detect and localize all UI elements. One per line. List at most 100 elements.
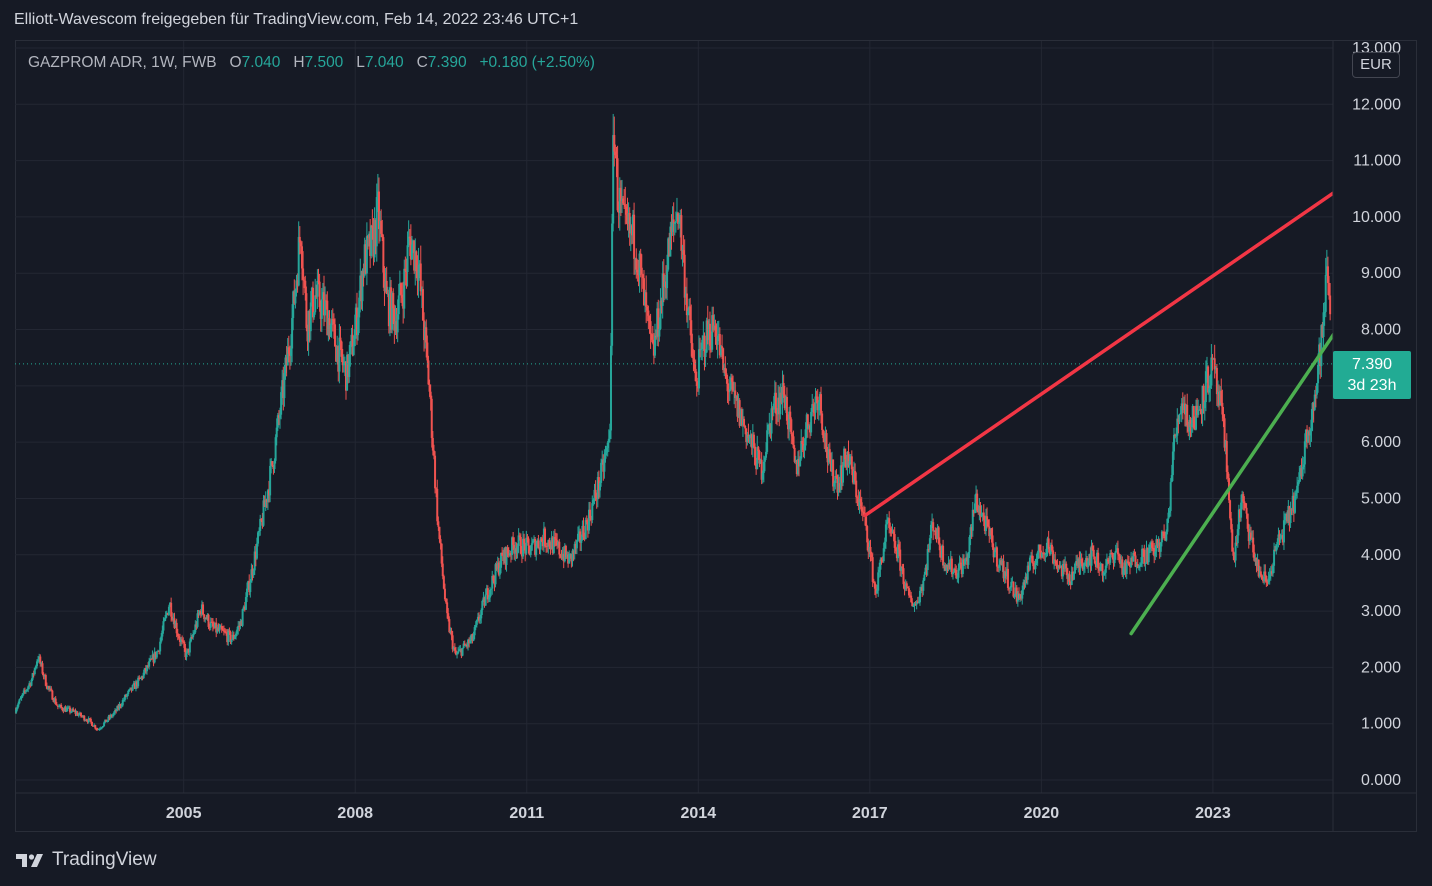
candle-body	[882, 548, 885, 562]
tradingview-brand: TradingView	[52, 849, 157, 870]
candle-body	[106, 720, 109, 723]
candle-body	[877, 572, 880, 591]
candle-body	[765, 451, 768, 458]
candle-body	[505, 547, 508, 565]
candle-body	[706, 320, 709, 341]
candle-body	[203, 614, 206, 620]
candle-body	[535, 546, 538, 555]
candle-body	[79, 712, 82, 717]
candle-body	[286, 347, 289, 366]
candle-body	[271, 461, 274, 466]
candle-body	[1194, 405, 1197, 430]
candle-body	[1101, 563, 1104, 576]
candle-body	[260, 518, 263, 521]
candle-body	[131, 684, 134, 691]
candle-body	[773, 392, 776, 404]
candle-body	[500, 552, 503, 568]
candle-body	[181, 639, 184, 641]
candle-body	[457, 651, 460, 654]
candle-body	[116, 706, 119, 712]
candle-body	[612, 135, 615, 224]
candle-body	[243, 606, 246, 610]
candle-body	[1279, 535, 1282, 540]
candle-body	[151, 654, 154, 659]
candle-body	[353, 329, 356, 346]
candle-body	[1096, 552, 1099, 567]
candle-body	[1022, 582, 1025, 591]
candle-body	[110, 715, 113, 717]
candle-body	[1111, 553, 1114, 558]
candle-body	[496, 562, 499, 570]
y-tick-label: 8.000	[1361, 322, 1401, 339]
candle-body	[406, 245, 409, 273]
candle-body	[540, 538, 543, 542]
chart-grid	[15, 41, 1333, 793]
candle-body	[579, 531, 582, 543]
candle-body	[705, 320, 708, 353]
candle-body	[53, 698, 56, 702]
candle-body	[327, 318, 330, 336]
candle-body	[1231, 529, 1234, 552]
candle-body	[659, 300, 662, 329]
candle-body	[485, 588, 488, 595]
candle-body	[1026, 565, 1029, 580]
candle-body	[1130, 557, 1133, 567]
candle-body	[313, 312, 316, 318]
candle-body	[15, 709, 18, 713]
candle-body	[898, 544, 901, 550]
candle-body	[1108, 561, 1111, 563]
candle-body	[823, 438, 826, 443]
candle-body	[315, 295, 318, 297]
candle-body	[325, 300, 328, 302]
candle-body	[126, 694, 129, 697]
candle-body	[913, 604, 916, 606]
chart-pane[interactable]	[15, 40, 1417, 832]
candle-body	[1236, 529, 1239, 544]
candle-body	[573, 543, 576, 554]
candle-body	[737, 400, 740, 417]
candle-body	[861, 511, 864, 513]
candle-body	[1291, 495, 1294, 511]
candle-body	[652, 343, 655, 356]
candle-body	[509, 553, 512, 555]
candle-body	[981, 512, 984, 514]
candle-body	[230, 639, 233, 642]
candle-body	[373, 220, 376, 258]
candle-body	[1158, 542, 1161, 552]
candle-body	[865, 516, 868, 527]
candle-body	[239, 621, 242, 626]
candle-body	[1297, 482, 1300, 486]
y-tick-label: 12.000	[1352, 96, 1401, 113]
candle-body	[1086, 558, 1089, 567]
candle-body	[118, 704, 121, 709]
candle-body	[746, 434, 749, 442]
candle-body	[597, 477, 600, 491]
candle-body	[721, 346, 724, 349]
candle-body	[100, 727, 103, 729]
candle-body	[703, 335, 706, 357]
candle-body	[473, 627, 476, 636]
candle-body	[939, 550, 942, 558]
candle-body	[673, 222, 676, 224]
candle-body	[1222, 414, 1225, 419]
candle-body	[1295, 492, 1298, 497]
candle-body	[1290, 508, 1293, 511]
candle-body	[321, 292, 324, 300]
candle-body	[1059, 565, 1062, 568]
candle-body	[441, 563, 444, 577]
candle-body	[471, 634, 474, 641]
candle-body	[817, 402, 820, 411]
candle-body	[592, 499, 595, 504]
candle-body	[771, 408, 774, 410]
candle-body	[1129, 565, 1132, 567]
candle-body	[1308, 431, 1311, 436]
candle-body	[1013, 595, 1016, 597]
candle-body	[756, 447, 759, 470]
currency-badge[interactable]: EUR	[1352, 52, 1400, 78]
candle-body	[24, 690, 27, 692]
candle-body	[480, 610, 483, 619]
candle-body	[37, 659, 40, 662]
candle-body	[628, 212, 631, 234]
tradingview-logo[interactable]: TradingView	[16, 848, 157, 872]
